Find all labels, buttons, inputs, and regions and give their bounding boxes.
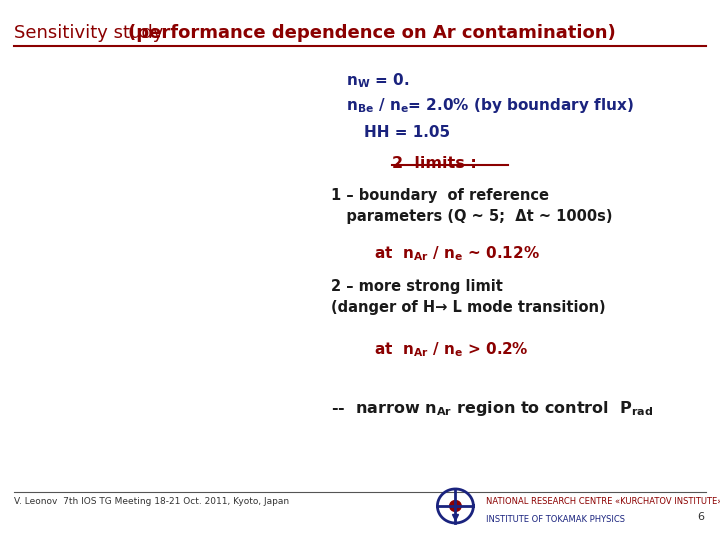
Text: 1 – boundary  of reference
   parameters (Q ~ 5;  Δt ~ 1000s): 1 – boundary of reference parameters (Q … (331, 188, 613, 224)
Text: INSTITUTE OF TOKAMAK PHYSICS: INSTITUTE OF TOKAMAK PHYSICS (486, 515, 625, 524)
Text: n$_{\mathbf{Be}}$ / n$_{\mathbf{e}}$= 2.0% (by boundary flux): n$_{\mathbf{Be}}$ / n$_{\mathbf{e}}$= 2.… (346, 96, 634, 115)
Text: (performance dependence on Ar contamination): (performance dependence on Ar contaminat… (128, 24, 616, 42)
Text: V. Leonov  7th IOS TG Meeting 18-21 Oct. 2011, Kyoto, Japan: V. Leonov 7th IOS TG Meeting 18-21 Oct. … (14, 497, 289, 506)
Text: HH = 1.05: HH = 1.05 (364, 125, 450, 140)
Text: --  narrow n$_{\mathbf{Ar}}$ region to control  P$_{\mathbf{rad}}$: -- narrow n$_{\mathbf{Ar}}$ region to co… (331, 399, 654, 417)
Text: 2 – more strong limit
(danger of H→ L mode transition): 2 – more strong limit (danger of H→ L mo… (331, 279, 606, 315)
Text: at  n$_{\mathbf{Ar}}$ / n$_{\mathbf{e}}$ > 0.2%: at n$_{\mathbf{Ar}}$ / n$_{\mathbf{e}}$ … (374, 340, 529, 359)
Text: NATIONAL RESEARCH CENTRE «KURCHATOV INSTITUTE»: NATIONAL RESEARCH CENTRE «KURCHATOV INST… (486, 497, 720, 506)
Text: n$_{\mathbf{W}}$ = 0.: n$_{\mathbf{W}}$ = 0. (346, 71, 409, 90)
Circle shape (449, 501, 461, 511)
Text: 6: 6 (697, 512, 704, 522)
Text: Sensitivity study: Sensitivity study (14, 24, 169, 42)
Text: 2  limits :: 2 limits : (392, 156, 477, 171)
Text: at  n$_{\mathbf{Ar}}$ / n$_{\mathbf{e}}$ ~ 0.12%: at n$_{\mathbf{Ar}}$ / n$_{\mathbf{e}}$ … (374, 244, 540, 263)
